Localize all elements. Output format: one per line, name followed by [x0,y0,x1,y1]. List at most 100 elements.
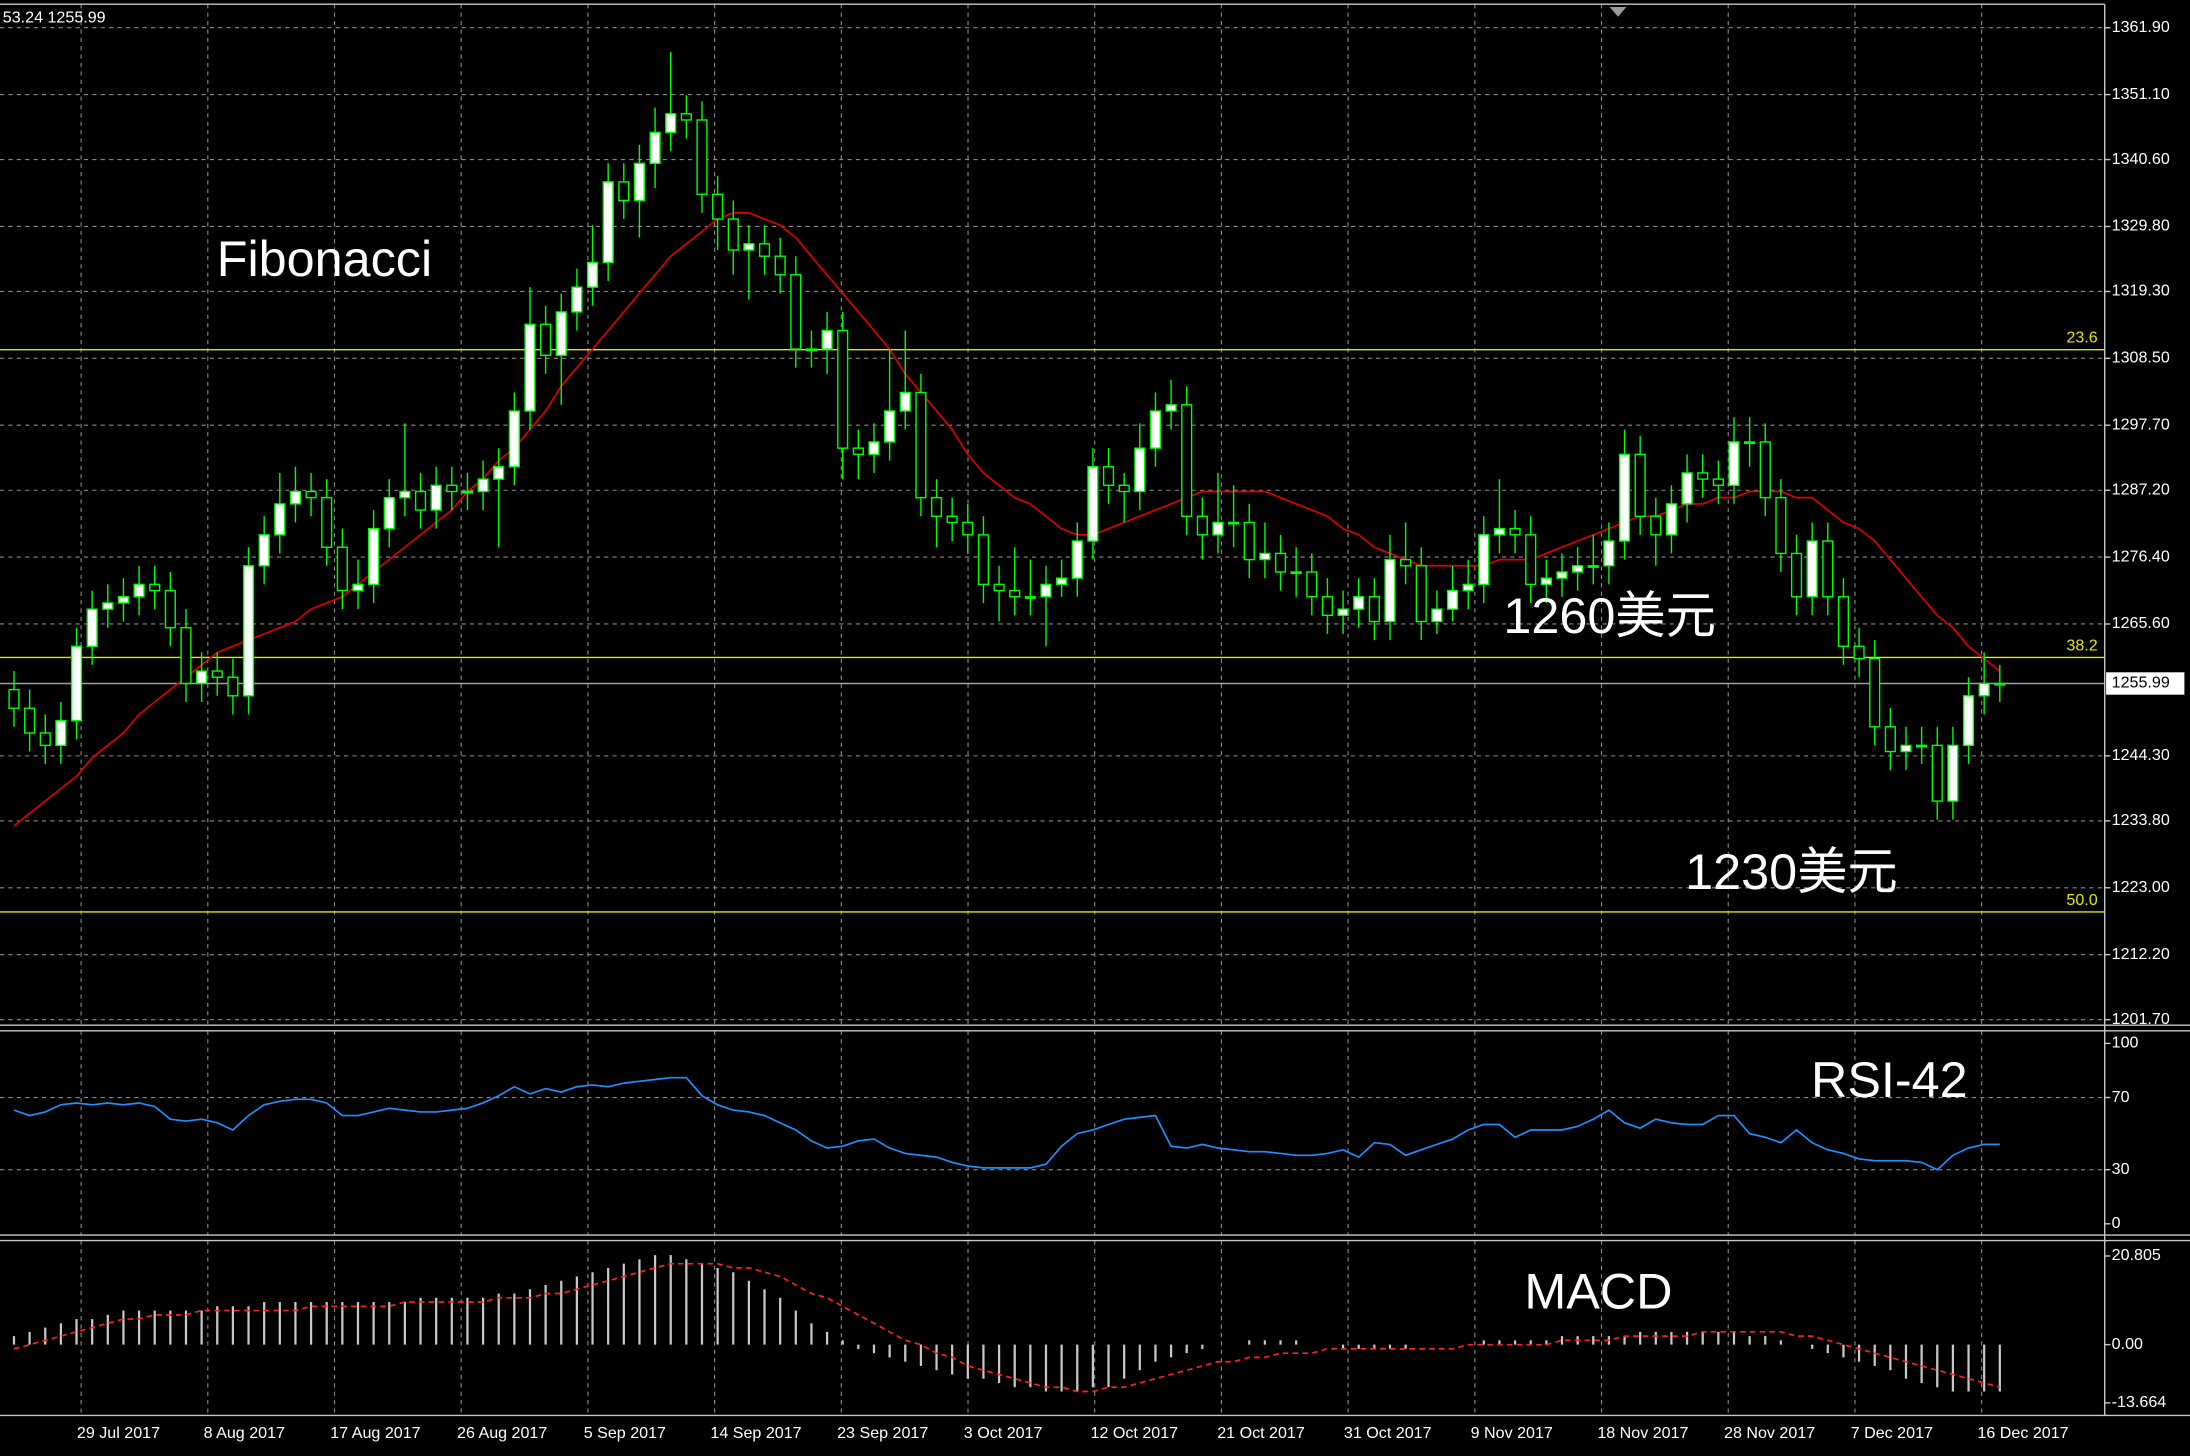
candle-body [227,676,239,697]
candle-body [1853,645,1865,660]
candle-body [1978,682,1990,697]
candle-body [289,490,302,505]
candle-body [86,608,98,647]
x-tick-label: 31 Oct 2017 [1344,1424,1432,1442]
candle-body [1353,596,1365,610]
y-tick-label: 0.00 [2112,1335,2143,1353]
candle-body [555,311,567,356]
x-tick-label: 23 Sep 2017 [837,1424,928,1442]
annotation: Fibonacci [217,230,432,287]
candle-body [102,602,114,610]
candle-body [1415,565,1427,623]
y-tick-label: 1212.20 [2112,945,2170,963]
y-tick-label: 1308.50 [2112,349,2170,367]
y-tick-label: 20.805 [2112,1246,2161,1264]
y-tick-label: 70 [2112,1088,2130,1106]
current-price-label: 1255.99 [2112,674,2170,692]
candle-body [696,119,708,195]
candle-body [1368,596,1380,623]
fib-level-label: 23.6 [2066,329,2097,347]
x-tick-label: 3 Oct 2017 [964,1424,1043,1442]
candle-body [524,323,536,412]
y-tick-label: 100 [2112,1034,2139,1052]
y-tick-label: 1244.30 [2112,746,2170,764]
y-tick-label: 1351.10 [2112,85,2170,103]
candle-body [1446,589,1459,610]
candle-body [1775,496,1787,555]
y-tick-label: 1319.30 [2112,282,2170,300]
candle-body [1650,515,1662,536]
grid-layer [0,4,2105,1416]
candle-body [1525,534,1537,586]
candle-body [477,478,489,493]
candle-body [649,131,661,165]
candle-body [852,447,864,456]
candle-body [180,627,192,685]
candle-body [1618,453,1631,542]
candle-body [1243,521,1255,561]
candle-body [962,521,974,536]
candle-body [461,490,474,494]
candle-body [1024,596,1036,599]
candle-body [1681,472,1693,505]
candle-body [1134,447,1146,493]
candle-body [805,348,818,352]
y-tick-label: 1201.70 [2112,1010,2170,1028]
shift-marker [1609,6,1627,17]
candle-body [1962,695,1975,747]
candle-body [758,243,771,257]
candle-body [1540,577,1552,586]
candle-body [571,286,583,313]
candle-body [1822,540,1834,598]
candle-body [1337,608,1349,617]
candle-body [1556,571,1568,579]
indicator-title: RSI-42 [1811,1051,1968,1108]
candle-body [1384,558,1396,623]
candle-body [1212,521,1224,536]
current-price-box [2106,672,2185,695]
candle-body [1087,466,1099,542]
candle-body [1040,583,1052,598]
candle-body [680,113,692,121]
candle-body [1071,540,1083,579]
x-tick-label: 16 Dec 2017 [1977,1424,2068,1442]
candle-body [117,596,130,604]
fib-level-label: 50.0 [2066,891,2097,909]
candle-body [1916,744,1928,748]
candle-body [586,261,599,288]
candle-body [821,329,833,350]
candle-body [1462,583,1474,592]
candle-body [55,719,67,747]
candle-body [39,732,51,747]
candle-body [1165,404,1177,412]
candle-body [790,274,802,350]
candle-body [1149,410,1162,449]
frame-layer [0,3,2190,1417]
candle-body [446,484,458,493]
candle-body [383,496,395,530]
candle-body [321,496,333,548]
candle-body [1181,404,1193,517]
candle-body [993,583,1005,592]
y-tick-label: 1265.60 [2112,614,2170,632]
candle-body [665,113,677,134]
candle-body [868,441,880,456]
candle-body [1290,571,1302,575]
candle-body [1493,527,1506,536]
candle-body [149,583,161,592]
x-tick-label: 12 Oct 2017 [1091,1424,1179,1442]
candle-body [211,670,223,678]
y-tick-label: -13.664 [2112,1393,2167,1411]
x-tick-label: 17 Aug 2017 [330,1424,420,1442]
rsi-line [13,1076,2000,1171]
y-tick-label: 1276.40 [2112,547,2170,565]
candle-body [399,490,411,499]
candle-body [1306,571,1318,598]
y-tick-label: 1287.20 [2112,480,2170,498]
candle-body [1790,552,1803,598]
candle-body [508,410,520,468]
candle-body [1118,484,1130,493]
candle-body [70,645,83,722]
candle-body [837,329,849,449]
